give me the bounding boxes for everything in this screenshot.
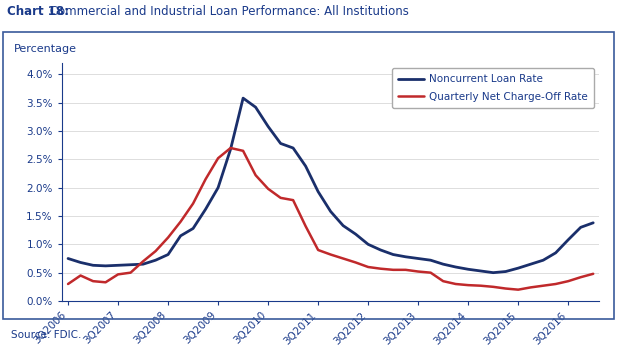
- Noncurrent Loan Rate: [265, 124, 272, 128]
- Noncurrent Loan Rate: [327, 209, 334, 214]
- Quarterly Net Charge-Off Rate: [315, 248, 322, 252]
- Noncurrent Loan Rate: [339, 224, 347, 228]
- Noncurrent Loan Rate: [114, 263, 122, 267]
- Quarterly Net Charge-Off Rate: [64, 282, 72, 286]
- Quarterly Net Charge-Off Rate: [202, 177, 210, 181]
- Quarterly Net Charge-Off Rate: [527, 285, 535, 289]
- Noncurrent Loan Rate: [227, 147, 234, 151]
- Quarterly Net Charge-Off Rate: [102, 280, 109, 285]
- Line: Quarterly Net Charge-Off Rate: Quarterly Net Charge-Off Rate: [68, 148, 593, 290]
- Text: Commercial and Industrial Loan Performance: All Institutions: Commercial and Industrial Loan Performan…: [46, 5, 409, 18]
- Quarterly Net Charge-Off Rate: [365, 265, 372, 269]
- Noncurrent Loan Rate: [389, 252, 397, 257]
- Quarterly Net Charge-Off Rate: [415, 270, 422, 274]
- Noncurrent Loan Rate: [564, 238, 572, 242]
- Noncurrent Loan Rate: [465, 267, 472, 271]
- Quarterly Net Charge-Off Rate: [590, 272, 597, 276]
- Quarterly Net Charge-Off Rate: [289, 198, 297, 202]
- Noncurrent Loan Rate: [239, 96, 247, 100]
- Quarterly Net Charge-Off Rate: [214, 156, 222, 160]
- Noncurrent Loan Rate: [202, 207, 210, 211]
- Quarterly Net Charge-Off Rate: [302, 224, 310, 228]
- Quarterly Net Charge-Off Rate: [465, 283, 472, 287]
- Noncurrent Loan Rate: [177, 234, 184, 238]
- Noncurrent Loan Rate: [90, 263, 97, 267]
- Noncurrent Loan Rate: [352, 232, 359, 236]
- Quarterly Net Charge-Off Rate: [402, 268, 409, 272]
- Noncurrent Loan Rate: [514, 266, 522, 270]
- Noncurrent Loan Rate: [214, 186, 222, 190]
- Quarterly Net Charge-Off Rate: [502, 286, 509, 290]
- Quarterly Net Charge-Off Rate: [389, 268, 397, 272]
- Noncurrent Loan Rate: [527, 262, 535, 266]
- Noncurrent Loan Rate: [64, 257, 72, 261]
- Quarterly Net Charge-Off Rate: [227, 146, 234, 150]
- Noncurrent Loan Rate: [590, 221, 597, 225]
- Quarterly Net Charge-Off Rate: [252, 173, 260, 177]
- Noncurrent Loan Rate: [540, 258, 547, 262]
- Quarterly Net Charge-Off Rate: [77, 273, 84, 278]
- Noncurrent Loan Rate: [164, 252, 172, 257]
- Quarterly Net Charge-Off Rate: [265, 187, 272, 191]
- Quarterly Net Charge-Off Rate: [427, 271, 434, 275]
- Text: Source: FDIC.: Source: FDIC.: [11, 329, 82, 340]
- Noncurrent Loan Rate: [427, 258, 434, 262]
- Quarterly Net Charge-Off Rate: [477, 284, 485, 288]
- Quarterly Net Charge-Off Rate: [90, 279, 97, 283]
- Quarterly Net Charge-Off Rate: [377, 267, 384, 271]
- Quarterly Net Charge-Off Rate: [140, 259, 147, 264]
- Quarterly Net Charge-Off Rate: [439, 279, 447, 283]
- Text: Chart 18:: Chart 18:: [7, 5, 69, 18]
- Noncurrent Loan Rate: [489, 271, 497, 275]
- Quarterly Net Charge-Off Rate: [564, 279, 572, 283]
- Noncurrent Loan Rate: [315, 190, 322, 194]
- Noncurrent Loan Rate: [439, 262, 447, 266]
- Noncurrent Loan Rate: [140, 262, 147, 266]
- Quarterly Net Charge-Off Rate: [489, 285, 497, 289]
- Quarterly Net Charge-Off Rate: [352, 260, 359, 265]
- Quarterly Net Charge-Off Rate: [327, 252, 334, 257]
- Quarterly Net Charge-Off Rate: [152, 249, 159, 253]
- Noncurrent Loan Rate: [477, 269, 485, 273]
- Quarterly Net Charge-Off Rate: [239, 149, 247, 153]
- Noncurrent Loan Rate: [277, 141, 284, 146]
- Noncurrent Loan Rate: [189, 226, 197, 231]
- Quarterly Net Charge-Off Rate: [114, 272, 122, 276]
- Quarterly Net Charge-Off Rate: [189, 202, 197, 206]
- Quarterly Net Charge-Off Rate: [127, 271, 134, 275]
- Quarterly Net Charge-Off Rate: [452, 282, 459, 286]
- Noncurrent Loan Rate: [77, 260, 84, 265]
- Line: Noncurrent Loan Rate: Noncurrent Loan Rate: [68, 98, 593, 273]
- Quarterly Net Charge-Off Rate: [577, 275, 585, 279]
- Noncurrent Loan Rate: [127, 262, 134, 267]
- Quarterly Net Charge-Off Rate: [514, 288, 522, 292]
- Quarterly Net Charge-Off Rate: [177, 219, 184, 224]
- Noncurrent Loan Rate: [415, 257, 422, 261]
- Noncurrent Loan Rate: [302, 164, 310, 168]
- Text: Percentage: Percentage: [14, 44, 77, 54]
- Noncurrent Loan Rate: [577, 225, 585, 230]
- Noncurrent Loan Rate: [152, 258, 159, 262]
- Noncurrent Loan Rate: [377, 248, 384, 252]
- Quarterly Net Charge-Off Rate: [339, 257, 347, 261]
- Noncurrent Loan Rate: [502, 270, 509, 274]
- Noncurrent Loan Rate: [402, 255, 409, 259]
- Quarterly Net Charge-Off Rate: [277, 196, 284, 200]
- Noncurrent Loan Rate: [452, 265, 459, 269]
- Noncurrent Loan Rate: [289, 146, 297, 150]
- Quarterly Net Charge-Off Rate: [552, 282, 559, 286]
- Quarterly Net Charge-Off Rate: [540, 284, 547, 288]
- Legend: Noncurrent Loan Rate, Quarterly Net Charge-Off Rate: Noncurrent Loan Rate, Quarterly Net Char…: [392, 68, 595, 108]
- Noncurrent Loan Rate: [252, 105, 260, 109]
- Noncurrent Loan Rate: [102, 264, 109, 268]
- Noncurrent Loan Rate: [552, 251, 559, 255]
- Quarterly Net Charge-Off Rate: [164, 236, 172, 240]
- Noncurrent Loan Rate: [365, 242, 372, 246]
